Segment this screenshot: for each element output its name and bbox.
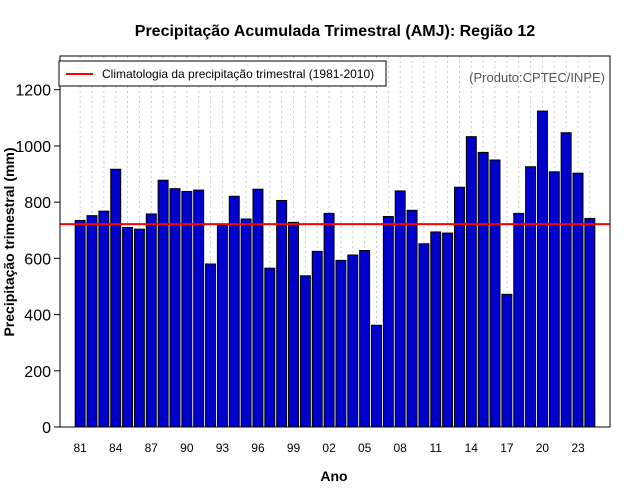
plot-frame: [59, 55, 611, 428]
bar: [477, 151, 489, 428]
bar: [465, 136, 477, 428]
bar: [536, 110, 548, 428]
bar: [442, 232, 454, 428]
bar: [430, 231, 442, 428]
bar: [418, 243, 430, 428]
bar: [311, 250, 323, 428]
x-axis-label: Ano: [320, 468, 347, 484]
bar: [205, 263, 217, 428]
x-tick-label: 84: [109, 441, 123, 455]
y-tick-label: 1000: [15, 139, 51, 156]
bar: [288, 221, 299, 428]
bar: [264, 267, 276, 428]
x-tick-label: 20: [536, 441, 550, 455]
bar: [548, 171, 560, 428]
bar: [181, 190, 193, 428]
bar: [501, 293, 513, 428]
x-axis: 81 84 87 90 93 96 99 02 05 08 11 14 17 20 23: [73, 441, 585, 455]
bar: [145, 213, 157, 428]
bar: [489, 159, 501, 428]
bar: [347, 254, 359, 428]
x-tick-label: 23: [571, 441, 585, 455]
bar: [133, 228, 145, 428]
bar: [216, 224, 228, 428]
legend-label: Climatologia da precipitação trimestral …: [102, 67, 374, 81]
y-axis: 0 200 400 600 800 1000 1200: [15, 83, 60, 437]
bar: [382, 215, 394, 428]
bar: [299, 275, 311, 428]
bar: [86, 215, 98, 428]
x-tick-label: 17: [500, 441, 514, 455]
bar: [394, 190, 406, 428]
bar: [323, 212, 335, 428]
x-tick-label: 14: [465, 441, 479, 455]
x-tick-label: 93: [216, 441, 230, 455]
x-tick-label: 87: [145, 441, 159, 455]
y-axis-label: Precipitação trimestral (mm): [1, 147, 17, 336]
y-tick-label: 400: [24, 308, 51, 325]
bar: [371, 324, 382, 428]
bar: [122, 226, 134, 428]
x-tick-label: 05: [358, 441, 372, 455]
bar: [359, 249, 371, 428]
bar-series: [74, 110, 596, 428]
bar: [572, 172, 584, 428]
y-tick-label: 200: [24, 364, 51, 381]
y-tick-label: 800: [24, 195, 51, 212]
bar: [240, 218, 252, 428]
bar: [276, 199, 288, 428]
bar: [513, 212, 525, 428]
bar: [193, 189, 205, 428]
x-tick-label: 81: [73, 441, 87, 455]
x-tick-label: 90: [180, 441, 194, 455]
y-tick-label: 0: [42, 420, 51, 437]
bar: [335, 259, 347, 428]
x-tick-label: 99: [287, 441, 301, 455]
bar: [228, 195, 240, 428]
legend: Climatologia da precipitação trimestral …: [58, 60, 387, 87]
bar: [98, 210, 110, 428]
x-tick-label: 11: [430, 441, 443, 455]
bar: [560, 132, 572, 428]
chart-title: Precipitação Acumulada Trimestral (AMJ):…: [135, 23, 536, 40]
bar: [110, 168, 122, 428]
y-tick-label: 600: [24, 251, 51, 268]
x-tick-label: 02: [322, 441, 336, 455]
y-tick-label: 1200: [15, 83, 51, 100]
bar: [74, 219, 86, 428]
bar: [406, 209, 418, 428]
bar: [525, 166, 537, 428]
bar: [584, 217, 596, 428]
x-tick-label: 96: [251, 441, 265, 455]
x-tick-label: 08: [394, 441, 408, 455]
credit-text: (Produto:CPTEC/INPE): [469, 70, 605, 85]
bar: [157, 179, 169, 428]
legend-box: [58, 60, 387, 87]
